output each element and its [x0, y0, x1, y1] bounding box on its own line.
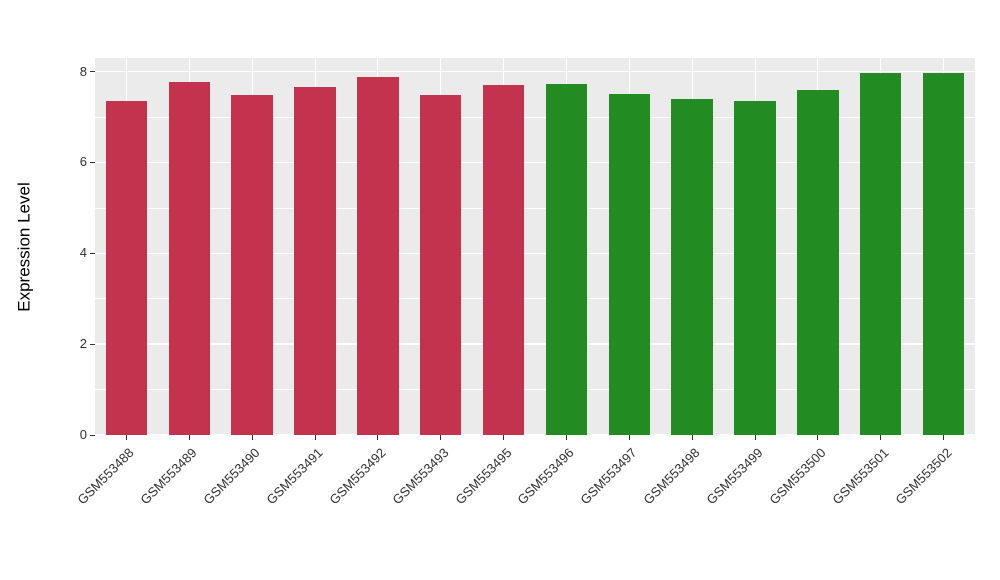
- gridline-major: [95, 70, 975, 73]
- bar-GSM553499: [734, 101, 776, 435]
- x-tick-mark: [188, 435, 190, 440]
- x-tick-mark: [565, 435, 567, 440]
- gridline-major: [95, 434, 975, 436]
- x-tick-label: GSM553492: [326, 445, 389, 508]
- x-tick-label: GSM553491: [263, 445, 326, 508]
- y-tick-label: 0: [79, 427, 87, 442]
- x-tick-label: GSM553489: [137, 445, 200, 508]
- y-tick-label: 6: [79, 154, 87, 170]
- x-tick-label: GSM553499: [703, 445, 766, 508]
- x-tick-label: GSM553488: [74, 445, 138, 508]
- gridline-major: [95, 343, 975, 345]
- x-tick-mark: [754, 435, 756, 440]
- gridline-major: [95, 161, 975, 164]
- x-tick-label: GSM553502: [891, 445, 955, 508]
- bar-GSM553488: [105, 101, 148, 435]
- x-tick-mark: [377, 435, 379, 440]
- gridline-minor: [95, 116, 975, 118]
- x-tick-mark: [817, 435, 819, 440]
- x-tick-label: GSM553493: [389, 445, 452, 508]
- x-tick-label: GSM553490: [200, 445, 263, 508]
- x-tick-label: GSM553497: [577, 445, 640, 508]
- y-tick-mark: [90, 434, 95, 436]
- bar-GSM553490: [231, 95, 273, 435]
- bar-GSM553502: [922, 72, 965, 435]
- x-tick-label: GSM553498: [640, 445, 703, 508]
- bar-GSM553501: [859, 72, 902, 435]
- bar-GSM553496: [545, 83, 588, 435]
- x-tick-mark: [125, 435, 127, 440]
- bar-GSM553495: [482, 85, 525, 435]
- y-tick-label: 8: [79, 63, 87, 79]
- plot-panel: [95, 58, 975, 436]
- x-tick-label: GSM553495: [451, 445, 515, 508]
- gridline-major: [95, 252, 975, 255]
- gridline-minor: [95, 298, 975, 300]
- y-tick-label: 2: [79, 336, 87, 352]
- y-tick-mark: [90, 252, 95, 254]
- bar-GSM553497: [608, 94, 651, 435]
- x-tick-mark: [691, 435, 693, 440]
- gridline-minor: [95, 389, 975, 390]
- bar-GSM553491: [294, 86, 336, 435]
- bar-GSM553500: [797, 89, 839, 435]
- x-tick-mark: [943, 435, 945, 440]
- bar-GSM553498: [671, 98, 713, 435]
- x-tick-mark: [503, 435, 505, 440]
- x-tick-label: GSM553501: [829, 445, 892, 508]
- x-tick-label: GSM553496: [514, 445, 578, 508]
- x-tick-mark: [880, 435, 882, 440]
- y-tick-mark: [90, 161, 95, 163]
- x-tick-mark: [314, 435, 316, 440]
- y-tick-mark: [90, 343, 95, 345]
- bar-GSM553489: [168, 81, 211, 435]
- bar-GSM553492: [357, 77, 399, 435]
- x-tick-label: GSM553500: [766, 445, 829, 508]
- x-tick-mark: [251, 435, 253, 440]
- x-tick-mark: [628, 435, 630, 440]
- y-tick-mark: [90, 71, 95, 73]
- gridline-minor: [95, 207, 975, 209]
- x-tick-mark: [440, 435, 442, 440]
- bar-GSM553493: [419, 95, 462, 435]
- y-tick-label: 4: [79, 245, 87, 261]
